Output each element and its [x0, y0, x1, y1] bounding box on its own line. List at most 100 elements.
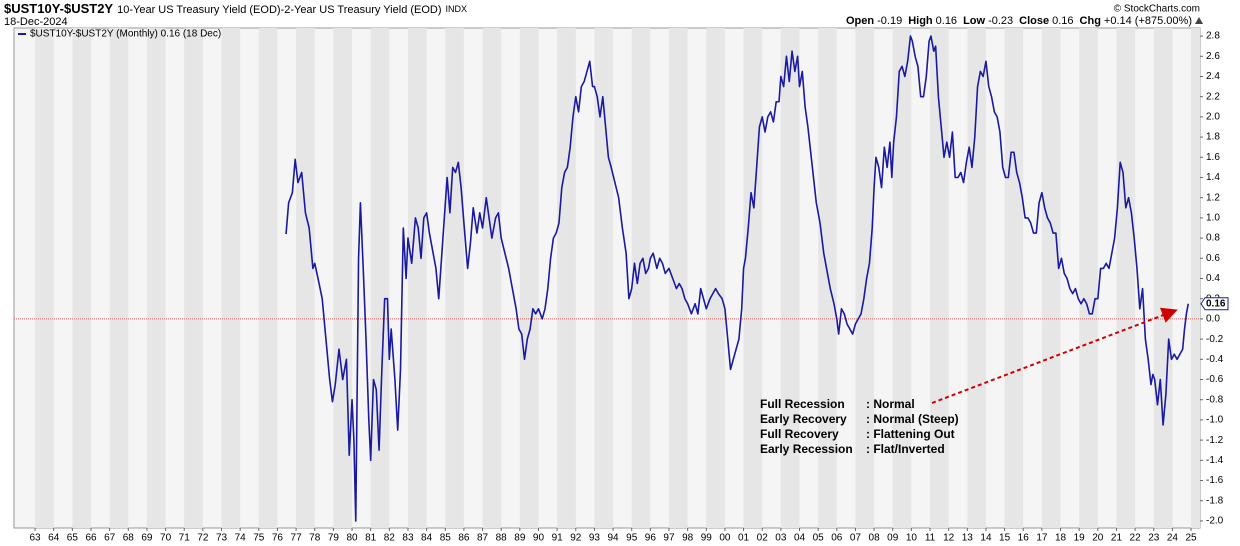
series-line [285, 35, 1190, 522]
year-band [370, 28, 390, 528]
y-tick-label: 1.2 [1206, 192, 1220, 203]
year-band [296, 28, 315, 528]
x-tick-label: 65 [67, 533, 79, 544]
y-tick-label: -0.8 [1206, 394, 1224, 405]
x-tick-label: 20 [1092, 533, 1104, 544]
x-tick-label: 96 [645, 533, 657, 544]
annotation-phase: Early Recession [760, 442, 853, 456]
x-tick-label: 18 [1055, 533, 1067, 544]
y-tick-label: -0.6 [1206, 374, 1224, 385]
year-band [1079, 28, 1098, 528]
year-band [1116, 28, 1136, 528]
x-tick-label: 15 [999, 533, 1011, 544]
exchange: INDX [446, 4, 468, 14]
plot-area: 63 64 65 66 67 68 69 70 71 72 73 74 75 76 77 78 79 80 81 82… [13, 27, 1224, 544]
y-tick-label: 1.0 [1206, 213, 1220, 224]
y-tick-label: 2.0 [1206, 112, 1220, 123]
x-tick-label: 68 [123, 533, 135, 544]
year-band [818, 28, 837, 528]
annotation-shape: : Flat/Inverted [866, 442, 945, 456]
x-tick-label: 16 [1018, 533, 1030, 544]
annotation-shape: : Normal [866, 397, 915, 411]
quote-value: +0.14 (+875.00%) [1104, 15, 1192, 27]
annotation-shape: : Normal (Steep) [866, 412, 959, 426]
y-tick-label: -1.6 [1206, 475, 1224, 486]
quote-value: -0.23 [988, 15, 1013, 27]
annotation-shape: : Flattening Out [866, 427, 955, 441]
y-tick-label: -0.2 [1206, 334, 1224, 345]
x-tick-label: 95 [626, 533, 638, 544]
x-tick-label: 25 [1185, 533, 1197, 544]
y-tick-label: -1.0 [1206, 415, 1224, 426]
x-tick-label: 81 [365, 533, 377, 544]
x-tick-label: 83 [402, 533, 414, 544]
quote: Open -0.19 High 0.16 Low -0.23 Close 0.16 Chg +0.… [846, 15, 1192, 27]
legend-label: $UST10Y-$UST2Y (Monthly) 0.16 (18 Dec) [30, 29, 221, 40]
x-tick-label: 71 [179, 533, 191, 544]
x-tick-label: 17 [1036, 533, 1048, 544]
arrow [931, 307, 1178, 404]
x-tick-label: 08 [869, 533, 881, 544]
year-band [1041, 28, 1061, 528]
y-tick-label: 2.2 [1206, 91, 1220, 102]
x-tick-label: 89 [514, 533, 526, 544]
x-tick-label: 19 [1074, 533, 1086, 544]
year-band [631, 28, 651, 528]
x-tick-label: 05 [813, 533, 825, 544]
quote-label: High [908, 15, 933, 27]
x-tick-label: 73 [216, 533, 228, 544]
y-tick-label: -2.0 [1206, 516, 1224, 527]
x-tick-label: 67 [104, 533, 116, 544]
y-tick-label: 1.8 [1206, 132, 1220, 143]
x-tick-label: 13 [962, 533, 974, 544]
year-band [482, 28, 502, 528]
year-band [35, 28, 54, 528]
annotation-phase: Full Recovery [760, 427, 839, 441]
year-band [855, 28, 875, 528]
y-tick-label: -1.2 [1206, 435, 1224, 446]
x-tick-label: 11 [925, 533, 936, 544]
x-tick-label: 82 [384, 533, 396, 544]
x-tick-label: 69 [141, 533, 153, 544]
y-tick-label: 1.4 [1206, 172, 1220, 183]
year-band [72, 28, 92, 528]
x-tick-label: 76 [272, 533, 284, 544]
y-tick-label: 0.0 [1206, 314, 1220, 325]
x-tick-label: 88 [496, 533, 508, 544]
year-band [445, 28, 464, 528]
x-tick-label: 21 [1111, 533, 1123, 544]
y-tick-label: -0.4 [1206, 354, 1224, 365]
credit: © StockCharts.com [1114, 4, 1200, 15]
year-band [557, 28, 576, 528]
year-band [780, 28, 800, 528]
x-tick-label: 66 [85, 533, 97, 544]
x-tick-label: 98 [682, 533, 694, 544]
year-band [221, 28, 241, 528]
x-tick-label: 75 [253, 533, 265, 544]
x-tick-label: 74 [235, 533, 247, 544]
x-tick-label: 03 [775, 533, 787, 544]
header: $UST10Y-$UST2Y 10-Year US Treasury Yield … [4, 1, 1203, 28]
quote-value: 0.16 [1052, 15, 1073, 27]
y-tick-label: 0.8 [1206, 233, 1220, 244]
year-band [146, 28, 166, 528]
x-tick-label: 93 [589, 533, 601, 544]
year-band [407, 28, 427, 528]
symbol: $UST10Y-$UST2Y [4, 1, 113, 16]
last-value-badge [1200, 297, 1229, 311]
y-tick-label: 2.6 [1206, 51, 1220, 62]
x-tick-label: 79 [328, 533, 340, 544]
header-line: $UST10Y-$UST2Y 10-Year US Treasury Yield … [4, 1, 467, 16]
year-band [668, 28, 688, 528]
x-tick-label: 86 [458, 533, 470, 544]
date: 18-Dec-2024 [4, 16, 68, 28]
x-tick-label: 01 [738, 533, 750, 544]
year-band [519, 28, 539, 528]
x-tick-label: 22 [1130, 533, 1142, 544]
title: 10-Year US Treasury Yield (EOD)-2-Year U… [117, 4, 441, 16]
x-tick-label: 24 [1167, 533, 1179, 544]
x-tick-label: 07 [850, 533, 862, 544]
x-tick-label: 64 [48, 533, 60, 544]
year-band [1153, 28, 1173, 528]
